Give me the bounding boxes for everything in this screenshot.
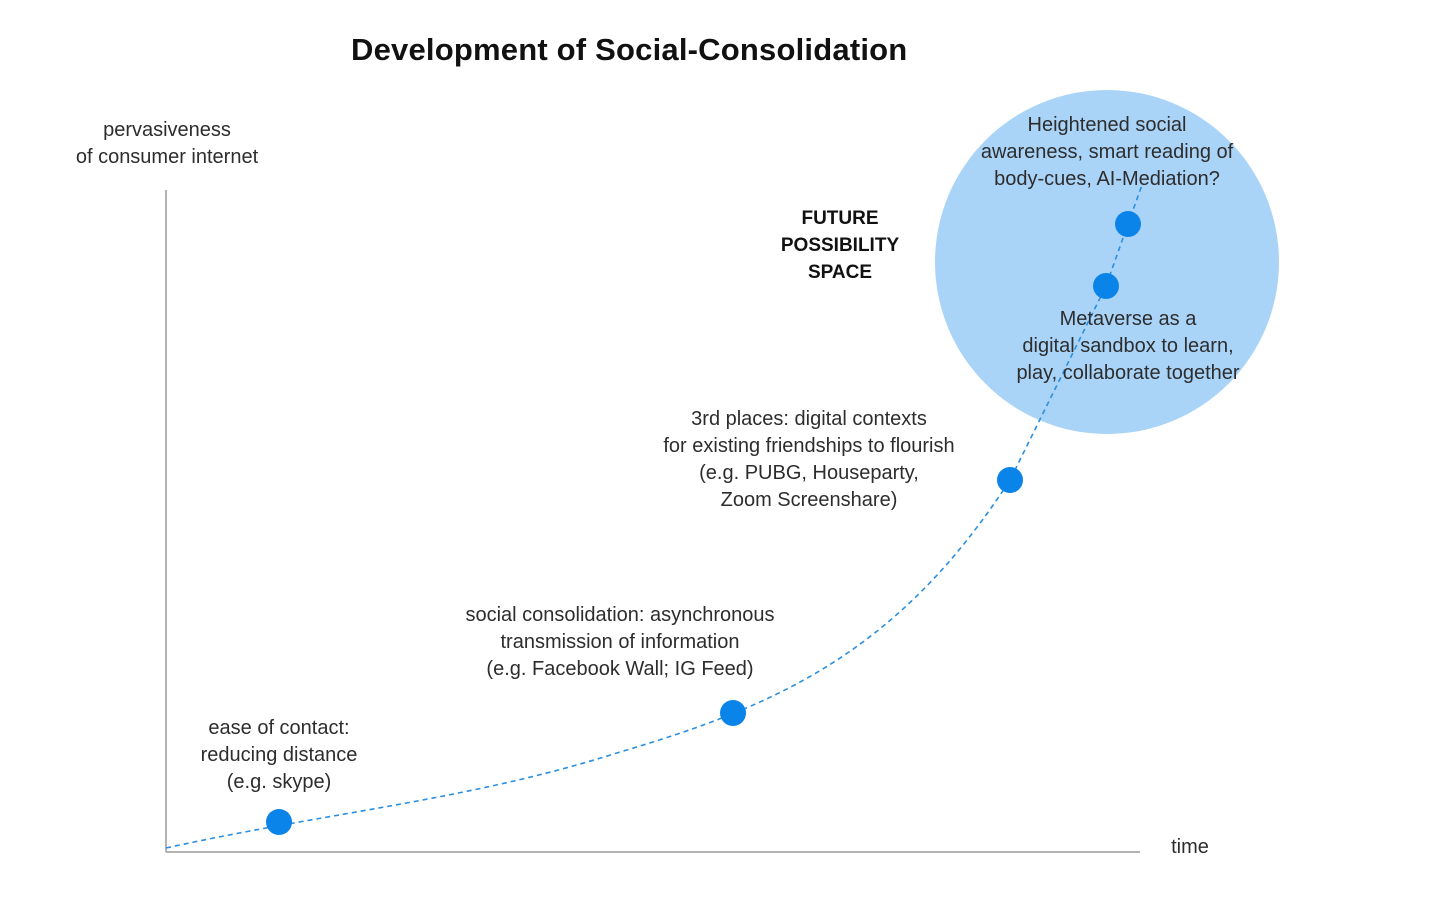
milestone-node-heightened-awareness [1115, 211, 1141, 237]
milestone-label-line: social consolidation: asynchronous [465, 604, 775, 626]
milestone-label-line: digital sandbox to learn, [1022, 335, 1234, 357]
future-label-line-3: SPACE [807, 262, 873, 283]
y-axis-label-line-2: of consumer internet [75, 146, 259, 168]
milestone-label-line: (e.g. PUBG, Houseparty, [699, 462, 919, 484]
milestone-label-social-consolidation: social consolidation: asynchronous trans… [430, 602, 810, 683]
milestone-label-line: (e.g. skype) [226, 771, 332, 793]
milestone-label-line: awareness, smart reading of [980, 141, 1234, 163]
milestone-label-line: ease of contact: [208, 717, 350, 739]
milestone-label-ease-of-contact: ease of contact: reducing distance (e.g.… [168, 715, 390, 796]
future-possibility-circle [935, 90, 1279, 434]
diagram-title: Development of Social-Consolidation [351, 32, 908, 67]
milestone-label-line: (e.g. Facebook Wall; IG Feed) [486, 658, 754, 680]
future-label-line-1: FUTURE [801, 208, 879, 229]
milestone-label-line: body-cues, AI-Mediation? [994, 168, 1220, 190]
milestone-label-line: Heightened social [1027, 114, 1187, 136]
milestone-label-third-places: 3rd places: digital contexts for existin… [634, 406, 984, 514]
milestone-node-metaverse [1093, 273, 1119, 299]
milestone-label-metaverse: Metaverse as a digital sandbox to learn,… [988, 306, 1268, 387]
x-axis-label: time [1171, 836, 1209, 858]
milestone-label-line: Metaverse as a [1059, 308, 1197, 330]
milestone-node-social-consolidation [720, 700, 746, 726]
future-label-line-2: POSSIBILITY [780, 235, 900, 256]
milestone-label-line: 3rd places: digital contexts [691, 408, 927, 430]
y-axis-label: pervasiveness of consumer internet [56, 117, 278, 171]
milestone-label-line: play, collaborate together [1016, 362, 1240, 384]
y-axis-label-line-1: pervasiveness [103, 119, 231, 141]
future-possibility-label: FUTURE POSSIBILITY SPACE [760, 205, 920, 286]
milestone-label-line: transmission of information [500, 631, 740, 653]
milestone-node-ease-of-contact [266, 809, 292, 835]
growth-curve [165, 184, 1143, 849]
milestone-label-line: reducing distance [200, 744, 358, 766]
milestone-label-heightened-awareness: Heightened social awareness, smart readi… [962, 112, 1252, 193]
milestone-node-third-places [997, 467, 1023, 493]
milestone-label-line: for existing friendships to flourish [663, 435, 955, 457]
milestone-label-line: Zoom Screenshare) [720, 489, 898, 511]
